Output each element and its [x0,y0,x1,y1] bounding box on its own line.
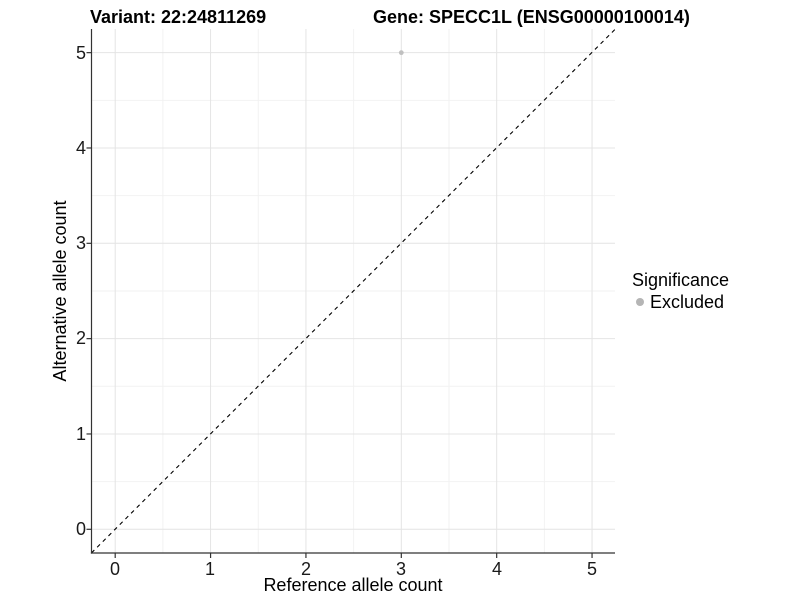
x-tick-label-4: 4 [491,559,502,579]
y-tick-label-2: 2 [75,328,86,348]
y-tick-label-4: 4 [75,138,86,158]
x-axis-title: Reference allele count [263,575,443,595]
y-tick-label-3: 3 [75,233,86,253]
variant-title: Variant: 22:24811269 [90,7,267,27]
legend-title: Significance [632,270,730,290]
gene-title: Gene: SPECC1L (ENSG00000100014) [373,7,690,27]
legend-item-label: Excluded [650,292,725,312]
major-gridlines [91,29,615,553]
x-tick-label-1: 1 [204,559,215,579]
x-tick-label-3: 3 [395,559,406,579]
x-tick-label-5: 5 [586,559,597,579]
identity-reference-line [91,29,616,554]
x-tick-label-2: 2 [300,559,311,579]
y-tick-label-1: 1 [75,424,86,444]
axis-tick-marks [86,52,593,558]
x-tick-label-0: 0 [109,559,120,579]
y-tick-label-5: 5 [75,43,86,63]
y-tick-label-0: 0 [75,519,86,539]
data-point-excluded [398,50,404,56]
y-axis-title: Alternative allele count [50,200,70,382]
legend-point-icon [636,298,644,306]
